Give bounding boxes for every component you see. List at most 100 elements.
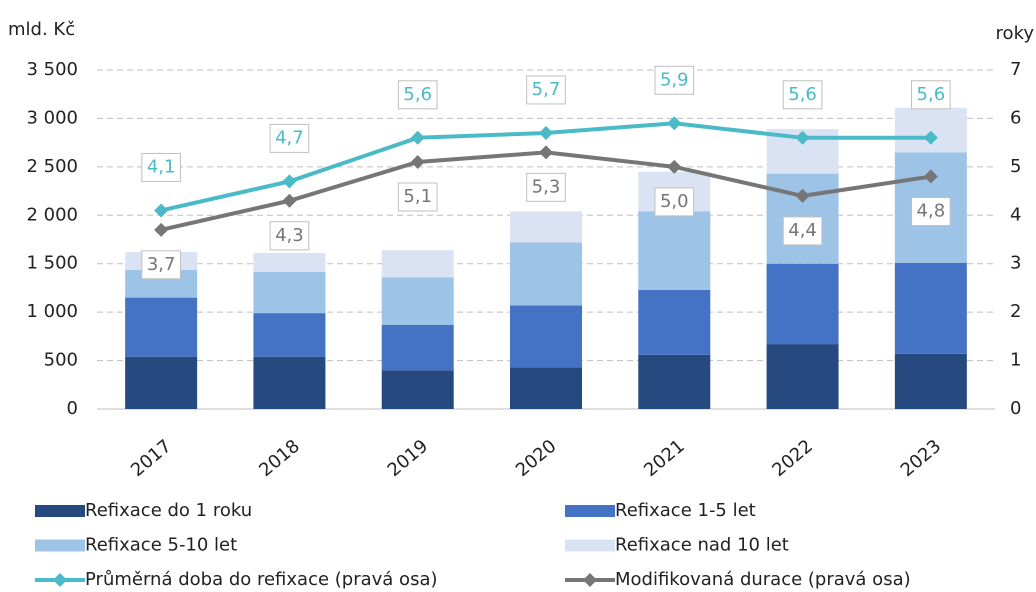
y2-tick-label: 5: [1010, 156, 1021, 177]
legend-label: Refixace nad 10 let: [615, 535, 789, 556]
label-box: [654, 65, 695, 95]
legend-swatch: [565, 505, 615, 517]
data-label: 4,3: [275, 225, 304, 246]
bar-segment: [381, 277, 454, 325]
label-box: [782, 80, 823, 110]
line-marker: [282, 174, 297, 189]
bar-segment: [510, 305, 582, 368]
data-label: 5,6: [917, 84, 946, 105]
line-marker: [795, 130, 810, 145]
label-box: [141, 152, 181, 182]
y2-tick-label: 1: [1010, 350, 1021, 371]
data-label: 4,1: [147, 156, 176, 177]
data-label: 5,7: [532, 79, 561, 100]
y-tick-label: 1 000: [26, 301, 78, 322]
bar-segment: [510, 367, 582, 409]
data-label: 5,9: [660, 69, 689, 90]
legend-label: Refixace 1-5 let: [615, 500, 756, 521]
y2-tick-label: 4: [1010, 204, 1021, 225]
line-marker: [154, 222, 169, 237]
label-box: [526, 75, 566, 105]
x-tick-label: 2022: [768, 436, 817, 482]
data-label: 5,6: [788, 84, 817, 105]
data-label: 4,8: [917, 201, 946, 222]
x-tick-label: 2018: [255, 436, 304, 482]
bar-segment: [253, 253, 326, 272]
label-box: [526, 172, 566, 202]
y-tick-label: 2 500: [26, 156, 78, 177]
line-marker: [539, 125, 553, 140]
x-tick-label: 2021: [640, 436, 689, 482]
label-box: [269, 221, 310, 251]
line-marker: [539, 145, 553, 160]
y2-tick-label: 7: [1010, 59, 1021, 80]
bar-segment: [894, 107, 967, 153]
bar-segment: [253, 356, 326, 409]
data-label: 5,6: [403, 84, 432, 105]
bar-segment: [638, 289, 711, 355]
label-box: [141, 250, 181, 280]
y-tick-label: 0: [67, 398, 78, 419]
bar-segment: [381, 324, 454, 371]
data-label: 5,0: [660, 191, 689, 212]
bar-segment: [510, 211, 582, 243]
y-tick-label: 500: [44, 350, 78, 371]
line-marker: [667, 159, 682, 174]
label-box: [654, 187, 695, 217]
label-box: [782, 216, 823, 246]
legend-swatch-marker: [53, 573, 67, 587]
legend-label: Refixace do 1 roku: [85, 500, 252, 521]
label-box: [911, 80, 951, 110]
y-tick-label: 3 500: [26, 59, 78, 80]
bar-segment: [510, 242, 582, 306]
bar-segment: [253, 313, 326, 357]
line-marker: [923, 130, 938, 145]
y2-tick-label: 6: [1010, 107, 1021, 128]
data-label: 5,1: [403, 186, 432, 207]
x-tick-label: 2023: [897, 436, 946, 482]
legend-label: Modifikovaná durace (pravá osa): [615, 569, 911, 590]
line-marker: [282, 193, 297, 208]
line-marker: [410, 155, 425, 170]
x-tick-label: 2019: [384, 436, 433, 482]
y-tick-label: 1 500: [26, 253, 78, 274]
y-tick-label: 2 000: [26, 204, 78, 225]
bar-segment: [894, 262, 967, 354]
label-box: [269, 123, 310, 153]
label-box: [397, 80, 438, 110]
bar-segment: [638, 211, 711, 290]
data-label: 4,4: [788, 220, 817, 241]
bar-segment: [381, 250, 454, 278]
legend-swatch: [565, 539, 615, 552]
y2-tick-label: 2: [1010, 301, 1021, 322]
x-tick-label: 2020: [512, 436, 561, 482]
bar-segment: [894, 353, 967, 409]
legend-swatch: [35, 505, 85, 517]
bar-segment: [125, 297, 198, 357]
legend-label: Průměrná doba do refixace (pravá osa): [85, 569, 438, 590]
data-label: 4,7: [275, 127, 304, 148]
bar-segment: [766, 263, 839, 345]
label-box: [397, 182, 438, 212]
legend-swatch: [35, 539, 85, 552]
line-marker: [795, 188, 810, 203]
bar-segment: [638, 354, 711, 409]
line-marker: [923, 169, 938, 184]
data-label: 3,7: [147, 254, 176, 275]
y-axis-title: mld. Kč: [8, 19, 75, 40]
line-marker: [154, 203, 169, 218]
legend-swatch-marker: [583, 573, 597, 587]
legend-label: Refixace 5-10 let: [85, 535, 237, 556]
y-tick-label: 3 000: [26, 107, 78, 128]
label-box: [911, 197, 951, 227]
y2-tick-label: 3: [1010, 253, 1021, 274]
y2-axis-title: roky: [996, 23, 1035, 44]
data-label: 5,3: [532, 176, 561, 197]
line-marker: [667, 116, 682, 131]
y2-tick-label: 0: [1010, 398, 1021, 419]
bar-segment: [766, 344, 839, 409]
bar-segment: [381, 370, 454, 409]
x-tick-label: 2017: [127, 436, 176, 482]
line-marker: [410, 130, 425, 145]
